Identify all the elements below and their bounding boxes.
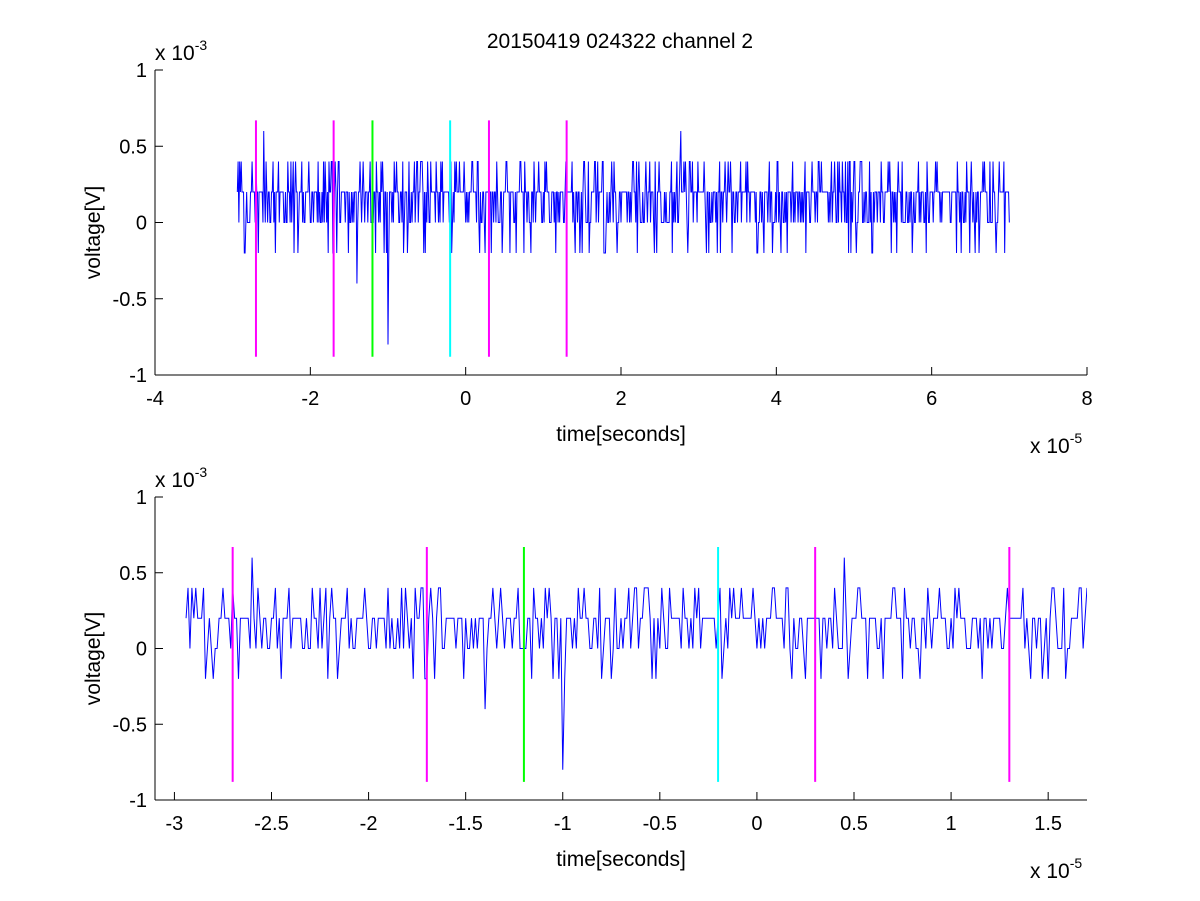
bottom-y-tick-label: 1 [136,487,147,509]
bottom-plot: -3 -2.5 -2 -1.5 -1 -0.5 0 0.5 1 1.5 -1 -0.5 0 0.5 1 ti… [82,464,1087,883]
bottom-x-tick-label: 1.5 [1034,813,1062,835]
top-x-tick-label: 4 [771,388,782,410]
bottom-y-exponent-power: -3 [195,464,208,480]
top-x-tick-label: 6 [926,388,937,410]
bottom-x-tick-label: -1 [554,813,572,835]
top-x-exponent-base: x 10 [1030,435,1070,458]
top-y-tick-label: -1 [129,365,147,387]
top-y-axis-label: voltage[V] [82,186,105,279]
bottom-x-axis-label: time[seconds] [556,848,686,871]
top-x-tick-label: 8 [1081,388,1092,410]
bottom-x-exponent-power: -5 [1070,855,1083,871]
bottom-y-tick-label: -1 [129,790,147,812]
top-x-tick-label: -2 [301,388,319,410]
figure-title: 20150419 024322 channel 2 [487,30,753,53]
bottom-y-exponent-base: x 10 [155,469,195,492]
top-y-exponent-base: x 10 [155,42,195,65]
top-y-tick-label: 0 [136,213,147,235]
bottom-y-tick-label: -0.5 [113,714,147,736]
top-y-exponent-power: -3 [195,37,208,53]
bottom-signal-line [185,557,1087,770]
bottom-plot-area: -3 -2.5 -2 -1.5 -1 -0.5 0 0.5 1 1.5 -1 -0.5 0 0.5 1 [113,487,1087,835]
bottom-x-tick-label: -2 [360,813,378,835]
top-plot: -4 -2 0 2 4 6 8 -1 -0.5 0 0.5 1 time[seconds] volta… [82,37,1093,458]
top-y-tick-label: -0.5 [113,289,147,311]
top-x-exponent-power: -5 [1070,430,1083,446]
top-x-tick-label: -4 [146,388,164,410]
bottom-x-tick-label: -3 [166,813,184,835]
top-y-tick-label: 0.5 [119,136,147,158]
bottom-y-tick-label: 0.5 [119,563,147,585]
top-y-exponent: x 10-3 [155,37,207,65]
top-x-tick-label: 2 [615,388,626,410]
bottom-y-exponent: x 10-3 [155,464,207,492]
top-x-exponent: x 10-5 [1030,430,1082,458]
bottom-x-exponent-base: x 10 [1030,860,1070,883]
top-signal-line [236,130,1010,345]
bottom-y-axis-label: voltage[V] [82,612,105,705]
top-y-tick-label: 1 [136,60,147,82]
top-x-tick-label: 0 [460,388,471,410]
top-plot-area: -4 -2 0 2 4 6 8 -1 -0.5 0 0.5 1 [113,60,1093,410]
top-x-axis-label: time[seconds] [556,423,686,446]
bottom-x-tick-label: -2.5 [254,813,288,835]
bottom-x-tick-label: 0.5 [840,813,868,835]
bottom-x-tick-label: -0.5 [643,813,677,835]
bottom-x-tick-label: 1 [946,813,957,835]
bottom-x-tick-label: -1.5 [448,813,482,835]
bottom-y-tick-label: 0 [136,639,147,661]
bottom-x-tick-label: 0 [751,813,762,835]
bottom-x-exponent: x 10-5 [1030,855,1082,883]
